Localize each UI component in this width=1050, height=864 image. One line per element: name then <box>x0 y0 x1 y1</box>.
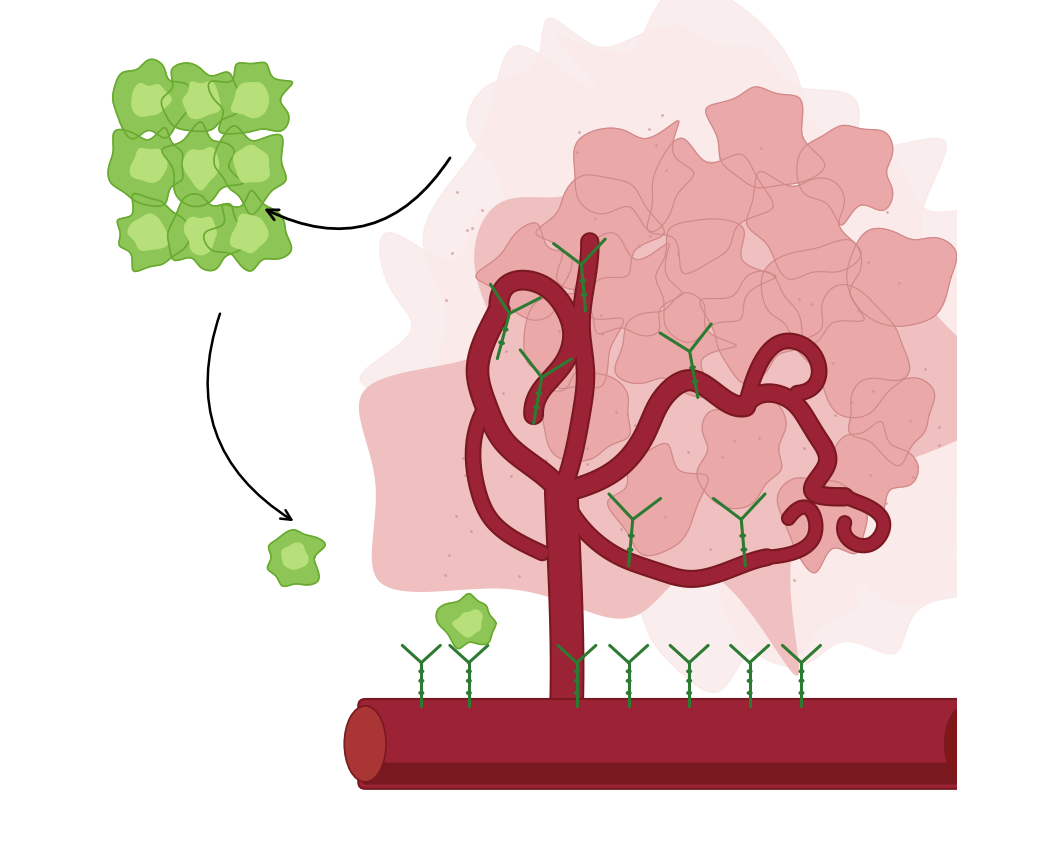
Polygon shape <box>467 18 735 268</box>
Polygon shape <box>605 429 857 693</box>
Polygon shape <box>706 87 824 187</box>
Polygon shape <box>615 293 736 397</box>
Polygon shape <box>524 294 624 389</box>
FancyArrowPatch shape <box>267 158 450 229</box>
Ellipse shape <box>466 691 471 695</box>
Ellipse shape <box>573 669 580 674</box>
Ellipse shape <box>692 379 698 384</box>
Polygon shape <box>417 294 743 575</box>
Polygon shape <box>130 149 167 182</box>
Polygon shape <box>534 371 630 461</box>
Ellipse shape <box>626 679 632 683</box>
Ellipse shape <box>686 669 692 674</box>
Polygon shape <box>168 194 248 270</box>
Polygon shape <box>214 126 286 214</box>
Polygon shape <box>282 543 308 569</box>
Polygon shape <box>112 60 193 139</box>
Ellipse shape <box>747 669 753 674</box>
FancyArrowPatch shape <box>208 314 291 520</box>
Polygon shape <box>536 25 859 317</box>
Polygon shape <box>697 392 786 509</box>
Polygon shape <box>761 239 864 347</box>
Polygon shape <box>717 411 978 667</box>
Ellipse shape <box>573 691 580 695</box>
Polygon shape <box>855 370 1050 619</box>
Ellipse shape <box>533 405 540 410</box>
Polygon shape <box>608 443 708 556</box>
Polygon shape <box>118 194 190 271</box>
Ellipse shape <box>798 669 804 674</box>
Ellipse shape <box>689 365 696 370</box>
Polygon shape <box>573 121 694 232</box>
Polygon shape <box>747 172 861 279</box>
Polygon shape <box>628 74 983 448</box>
Ellipse shape <box>739 534 747 538</box>
Ellipse shape <box>626 669 632 674</box>
Polygon shape <box>797 125 892 225</box>
Ellipse shape <box>798 679 804 683</box>
Polygon shape <box>162 63 243 131</box>
Polygon shape <box>108 128 183 206</box>
Polygon shape <box>647 138 773 274</box>
Ellipse shape <box>498 340 505 345</box>
Polygon shape <box>574 232 682 336</box>
Ellipse shape <box>747 691 753 695</box>
Ellipse shape <box>536 391 543 396</box>
Polygon shape <box>234 145 269 182</box>
FancyBboxPatch shape <box>362 763 968 785</box>
Polygon shape <box>423 0 885 447</box>
Polygon shape <box>656 219 776 342</box>
Polygon shape <box>204 190 292 271</box>
Polygon shape <box>797 284 909 417</box>
Ellipse shape <box>686 691 692 695</box>
Ellipse shape <box>418 691 424 695</box>
Polygon shape <box>232 83 269 118</box>
Polygon shape <box>360 210 637 470</box>
Polygon shape <box>183 81 220 118</box>
Ellipse shape <box>628 534 635 538</box>
Polygon shape <box>184 148 218 190</box>
Polygon shape <box>536 175 665 289</box>
FancyBboxPatch shape <box>358 699 972 789</box>
Polygon shape <box>208 62 292 134</box>
Ellipse shape <box>627 548 633 552</box>
Ellipse shape <box>581 293 588 297</box>
Ellipse shape <box>466 679 471 683</box>
Ellipse shape <box>686 679 692 683</box>
Ellipse shape <box>747 679 753 683</box>
Polygon shape <box>719 251 1050 590</box>
Ellipse shape <box>798 691 804 695</box>
Ellipse shape <box>418 679 424 683</box>
Ellipse shape <box>580 279 586 283</box>
Polygon shape <box>764 151 1037 442</box>
Polygon shape <box>132 84 171 117</box>
Ellipse shape <box>466 669 471 674</box>
Polygon shape <box>453 610 482 637</box>
Polygon shape <box>846 228 957 327</box>
Ellipse shape <box>573 679 580 683</box>
Polygon shape <box>231 214 268 252</box>
Polygon shape <box>185 217 216 255</box>
Ellipse shape <box>626 691 632 695</box>
Polygon shape <box>700 271 802 384</box>
Polygon shape <box>476 223 572 321</box>
Ellipse shape <box>502 327 508 332</box>
Polygon shape <box>436 594 496 649</box>
Ellipse shape <box>418 669 424 674</box>
Polygon shape <box>825 422 919 514</box>
Polygon shape <box>128 214 168 251</box>
Polygon shape <box>777 478 867 573</box>
Polygon shape <box>162 122 243 206</box>
Ellipse shape <box>740 548 748 552</box>
Ellipse shape <box>945 706 987 782</box>
Ellipse shape <box>344 706 386 782</box>
Polygon shape <box>268 530 326 587</box>
Polygon shape <box>848 378 934 466</box>
Polygon shape <box>359 144 1011 675</box>
